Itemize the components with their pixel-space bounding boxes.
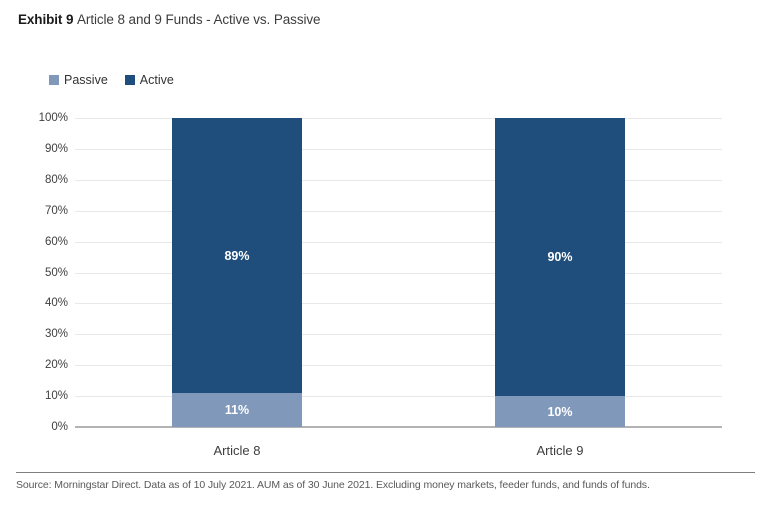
gridline bbox=[75, 242, 722, 243]
exhibit-number: Exhibit 9 bbox=[18, 12, 78, 27]
gridline bbox=[75, 365, 722, 366]
y-tick-label: 60% bbox=[44, 236, 68, 248]
bar-article-9: 10% 90% bbox=[495, 118, 625, 427]
segment-value-label: 89% bbox=[224, 248, 250, 263]
exhibit-title: Exhibit 9 Article 8 and 9 Funds - Active… bbox=[18, 12, 321, 27]
y-tick-label: 0% bbox=[51, 421, 68, 433]
gridline bbox=[75, 118, 722, 119]
legend-swatch-icon bbox=[124, 75, 135, 85]
y-tick-label: 70% bbox=[44, 205, 68, 217]
x-axis-baseline bbox=[75, 426, 722, 428]
gridline bbox=[75, 180, 722, 181]
chart-area: 11% 89% 10% 90% 100% 90% 80% 70% 60% 50% 40% 30% 20… bbox=[0, 112, 770, 433]
bar-segment-passive-article-9: 10% bbox=[495, 396, 625, 427]
segment-value-label: 90% bbox=[547, 250, 573, 265]
bar-segment-passive-article-8: 11% bbox=[172, 393, 302, 427]
footer-divider bbox=[16, 472, 755, 473]
gridline bbox=[75, 273, 722, 274]
y-tick-label: 90% bbox=[44, 143, 68, 155]
chart-legend: Passive Active bbox=[49, 73, 174, 87]
bar-article-8: 11% 89% bbox=[172, 118, 302, 427]
source-note: Source: Morningstar Direct. Data as of 1… bbox=[16, 479, 650, 491]
gridline bbox=[75, 303, 722, 304]
legend-swatch-icon bbox=[49, 75, 59, 85]
gridline bbox=[75, 149, 722, 150]
category-label-article-9: Article 9 bbox=[536, 443, 584, 458]
gridline bbox=[75, 334, 722, 335]
segment-value-label: 11% bbox=[224, 403, 250, 417]
y-tick-label: 10% bbox=[44, 390, 68, 402]
y-tick-label: 80% bbox=[44, 174, 68, 186]
bar-segment-active-article-9: 90% bbox=[495, 118, 625, 397]
y-tick-label: 40% bbox=[44, 297, 68, 309]
y-tick-label: 100% bbox=[38, 112, 68, 124]
category-label-article-8: Article 8 bbox=[213, 443, 261, 458]
legend-label: Active bbox=[139, 73, 174, 87]
plot-area: 11% 89% 10% 90% bbox=[75, 118, 722, 428]
y-tick-label: 50% bbox=[44, 267, 68, 279]
exhibit-subtitle: Article 8 and 9 Funds - Active vs. Passi… bbox=[77, 12, 321, 27]
bar-segment-active-article-8: 89% bbox=[172, 118, 302, 394]
gridline bbox=[75, 211, 722, 212]
segment-value-label: 10% bbox=[547, 404, 573, 419]
y-tick-label: 30% bbox=[44, 328, 68, 340]
legend-label: Passive bbox=[64, 73, 108, 87]
legend-item-active: Active bbox=[124, 73, 174, 87]
y-tick-label: 20% bbox=[44, 359, 68, 371]
gridline bbox=[75, 396, 722, 397]
legend-item-passive: Passive bbox=[49, 73, 108, 87]
